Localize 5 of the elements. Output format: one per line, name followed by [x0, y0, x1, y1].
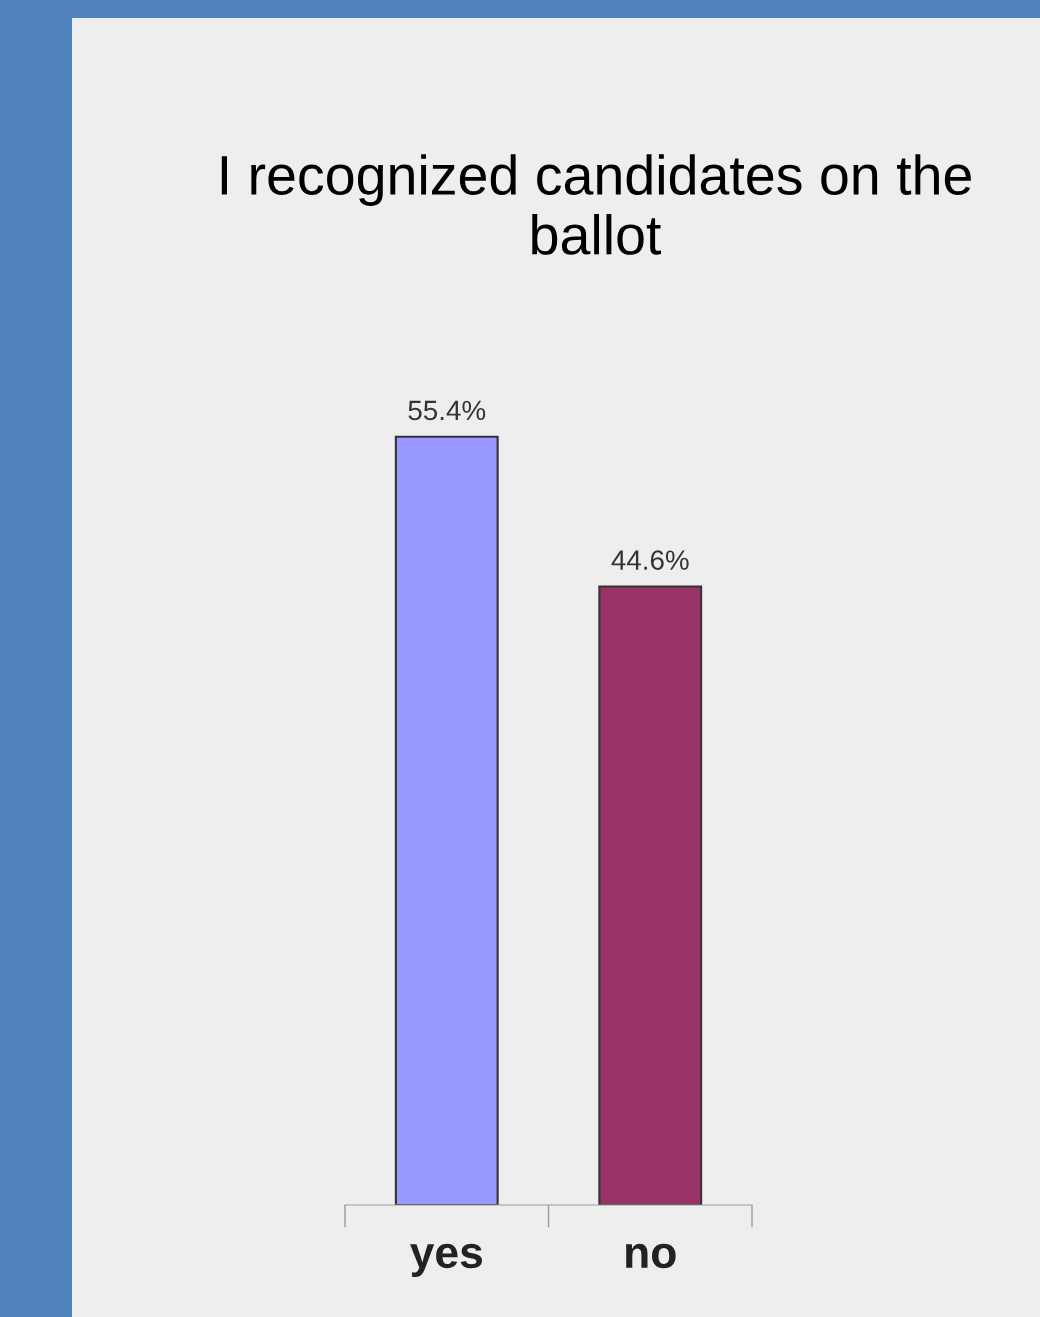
data-label: 55.4% — [408, 400, 486, 421]
chart-title: I recognized candidates on the ballot — [221, 154, 971, 255]
x-tick-label: yes — [410, 1243, 483, 1277]
x-tick-label: no — [626, 1243, 676, 1269]
data-label: 44.6% — [611, 550, 689, 570]
